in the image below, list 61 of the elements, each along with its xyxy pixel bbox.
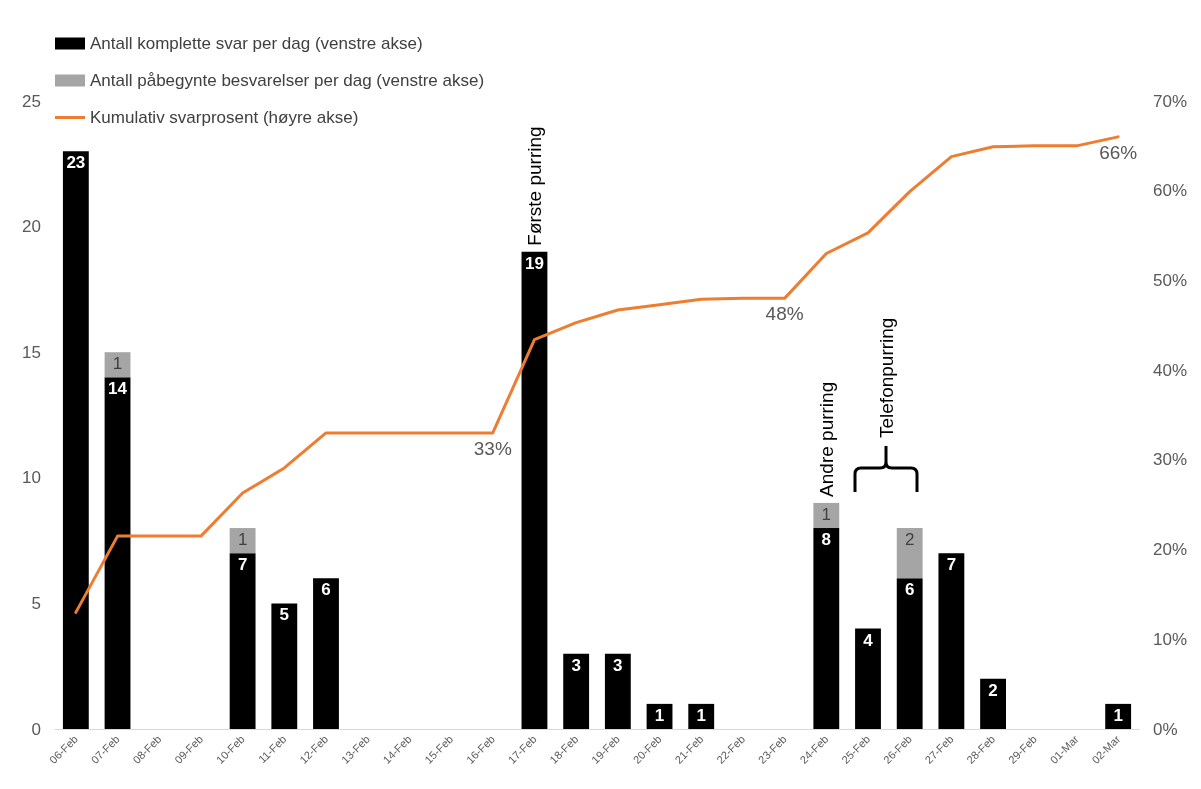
annotation: Første purring	[523, 126, 545, 246]
y-tick-label: 20	[22, 217, 41, 237]
y2-tick-label: 70%	[1153, 91, 1188, 111]
bar	[980, 678, 1006, 729]
y2-tick-label: 0%	[1153, 719, 1178, 739]
y2-tick-label: 60%	[1153, 181, 1188, 201]
data-label: 8	[821, 530, 832, 550]
data-label: 7	[946, 555, 957, 575]
bar	[896, 578, 923, 729]
bar	[521, 251, 548, 729]
data-label: 6	[321, 580, 331, 600]
y2-tick-label: 40%	[1153, 360, 1188, 380]
legend-label: Kumulativ svarprosent (høyre akse)	[90, 108, 359, 127]
y2-tick-label: 30%	[1153, 450, 1188, 470]
bar	[313, 578, 339, 729]
y2-tick-label: 10%	[1153, 629, 1188, 649]
legend-label: Antall komplette svar per dag (venstre akse)	[90, 34, 423, 53]
y-tick-label: 25	[22, 91, 41, 111]
data-label: 48%	[765, 303, 804, 325]
data-label: 1	[1113, 705, 1123, 725]
data-label: 6	[904, 580, 915, 600]
data-label: 4	[863, 630, 874, 650]
data-label: 7	[237, 555, 248, 575]
legend-label: Antall påbegynte besvarelser per dag (venstre akse)	[90, 71, 485, 90]
annotation: Telefonpurring	[875, 317, 897, 438]
data-label: 3	[613, 655, 623, 675]
data-label: 1	[696, 705, 706, 725]
data-label: 33%	[473, 437, 512, 459]
bar	[62, 151, 89, 729]
y2-tick-label: 20%	[1153, 540, 1188, 560]
bar	[229, 553, 256, 729]
bar	[896, 528, 923, 579]
bar	[855, 628, 881, 729]
y-tick-label: 15	[22, 342, 41, 362]
data-label: 1	[821, 504, 832, 524]
bar	[813, 528, 840, 729]
bar	[813, 502, 840, 529]
data-label: 1	[654, 705, 665, 725]
data-label: 14	[108, 379, 128, 399]
data-label: 2	[904, 530, 915, 550]
annotation: Andre purring	[815, 381, 837, 497]
data-label: 19	[525, 253, 544, 273]
data-label: 2	[988, 680, 998, 700]
bar	[688, 703, 715, 729]
y-tick-label: 10	[22, 468, 41, 488]
bar	[604, 653, 631, 729]
data-label: 23	[66, 153, 86, 173]
y-tick-label: 5	[31, 593, 41, 613]
bar	[271, 603, 298, 729]
bar	[563, 653, 590, 729]
bar	[229, 528, 256, 554]
bar	[104, 377, 131, 729]
data-label: 1	[112, 354, 123, 374]
bar	[1105, 703, 1132, 729]
data-label: 1	[237, 530, 248, 550]
bar	[938, 553, 965, 729]
y2-tick-label: 50%	[1153, 270, 1188, 290]
y-tick-label: 0	[31, 719, 41, 739]
data-label: 3	[571, 655, 581, 675]
data-label: 5	[279, 605, 290, 625]
data-label: 66%	[1099, 141, 1138, 163]
